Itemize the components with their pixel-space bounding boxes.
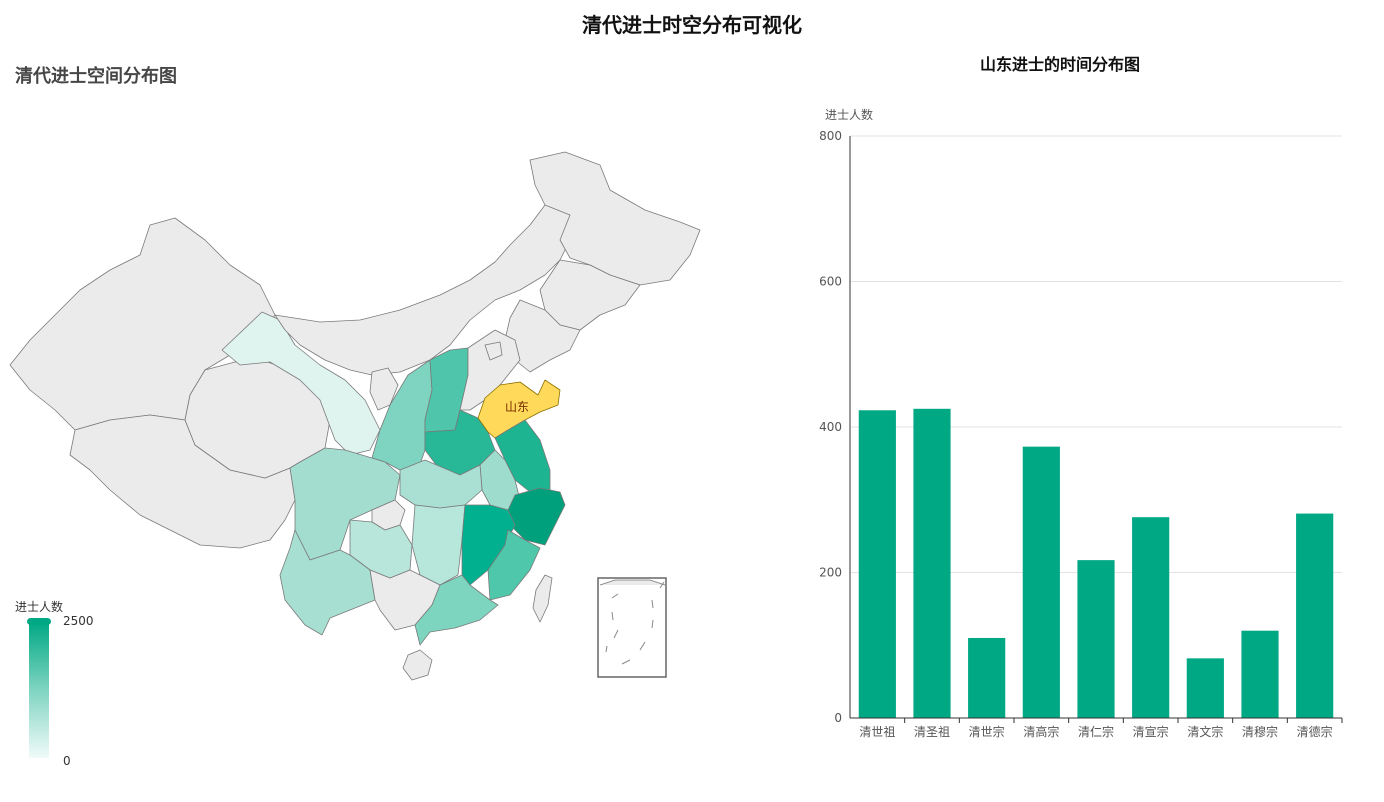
region-hainan[interactable] (402, 649, 433, 681)
legend-color-bar[interactable] (29, 622, 49, 758)
y-tick-label: 400 (819, 420, 842, 434)
x-tick-label: 清世祖 (859, 724, 895, 739)
x-tick-label: 清仁宗 (1078, 724, 1114, 739)
bar-清世祖[interactable] (858, 410, 896, 718)
region-hubei[interactable] (399, 459, 483, 509)
region-jilin[interactable] (539, 259, 641, 331)
bar-清高宗[interactable] (1022, 446, 1060, 718)
bar-chart: 山东进士的时间分布图 进士人数 0200400600800 清世祖 清圣祖 清世宗清… (819, 55, 1343, 739)
legend-handle[interactable] (27, 618, 51, 625)
x-tick-label: 清德宗 (1297, 724, 1333, 739)
region-yunnan[interactable] (279, 529, 376, 636)
region-heilongjiang[interactable] (529, 151, 701, 286)
x-tick-label: 清宣宗 (1133, 724, 1169, 739)
shandong-label: 山东 (505, 400, 529, 414)
y-tick-label: 600 (819, 275, 842, 289)
x-tick-labels: 清世祖 清圣祖 清世宗 清高宗 清仁宗 清宣宗 清文宗 清穆宗 清德宗 (859, 718, 1343, 739)
chart-title: 山东进士的时间分布图 (980, 55, 1140, 74)
legend-title: 进士人数 (15, 600, 64, 614)
page-title: 清代进士时空分布可视化 (582, 13, 802, 37)
bar-清文宗[interactable] (1186, 658, 1224, 718)
y-axis-name: 进士人数 (825, 107, 873, 122)
region-shaanxi[interactable] (371, 359, 433, 471)
x-tick-label: 清高宗 (1023, 724, 1059, 739)
region-guangdong[interactable] (414, 574, 499, 646)
region-fujian[interactable] (487, 529, 541, 601)
bars (858, 408, 1334, 718)
bar-清穆宗[interactable] (1241, 630, 1279, 718)
bar-清宣宗[interactable] (1132, 517, 1170, 718)
x-tick-label: 清圣祖 (914, 724, 950, 739)
map-title: 清代进士空间分布图 (15, 66, 177, 87)
y-tick-labels: 0 200 400 600 800 (819, 129, 842, 725)
bar-清圣祖[interactable] (913, 408, 951, 718)
region-beijing[interactable] (484, 341, 503, 361)
x-tick-label: 清世宗 (969, 724, 1005, 739)
bar-清德宗[interactable] (1296, 513, 1334, 718)
bar-清世宗[interactable] (968, 637, 1006, 718)
china-map[interactable]: 山东 (0, 100, 780, 700)
x-tick-label: 清文宗 (1187, 724, 1223, 739)
y-tick-label: 200 (819, 566, 842, 580)
y-tick-label: 0 (834, 711, 842, 725)
region-hunan[interactable] (411, 504, 466, 586)
south-china-sea-inset (597, 577, 667, 678)
legend-min-label: 0 (63, 754, 71, 768)
y-tick-label: 800 (819, 129, 842, 143)
bar-清仁宗[interactable] (1077, 560, 1115, 718)
legend-max-label: 2500 (63, 614, 94, 628)
x-tick-label: 清穆宗 (1242, 724, 1278, 739)
region-liaoning[interactable] (504, 299, 581, 373)
region-taiwan[interactable] (532, 574, 553, 623)
